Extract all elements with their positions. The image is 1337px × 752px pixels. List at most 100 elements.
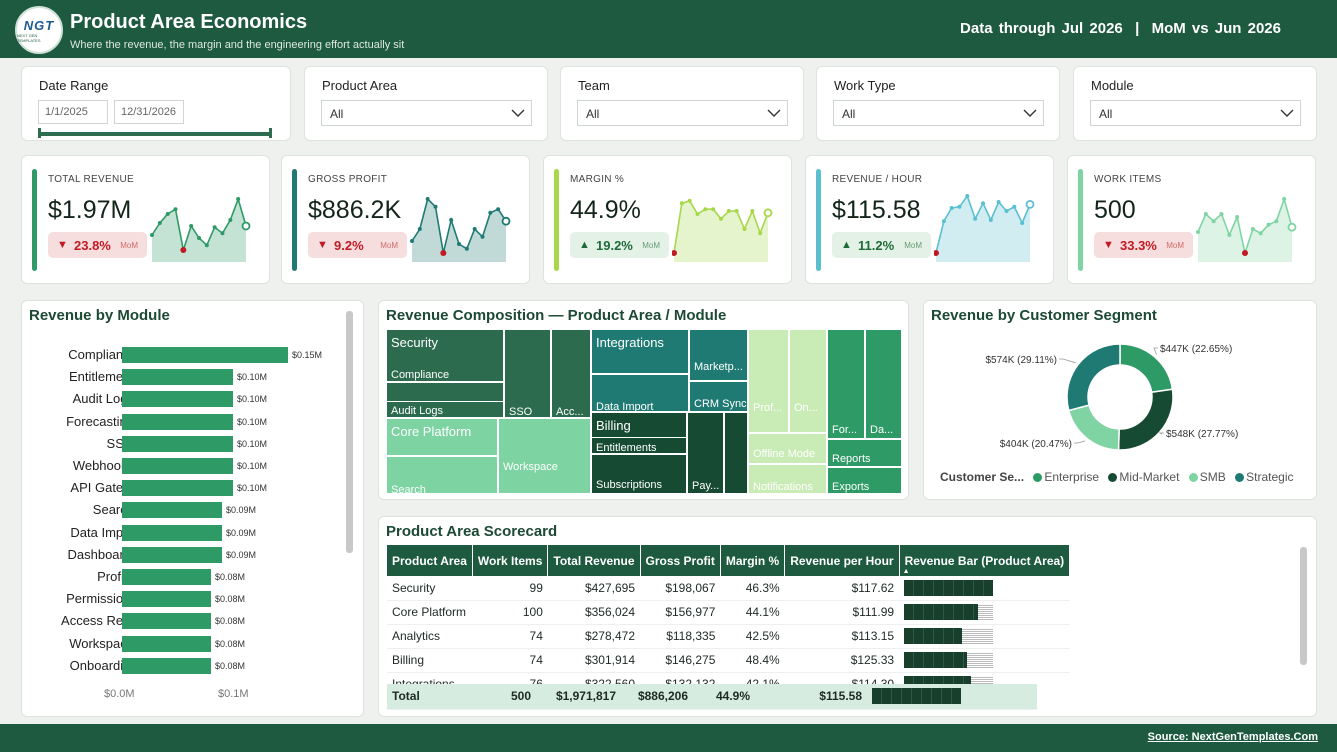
module-bar-row[interactable]: API Gate... $0.10M — [22, 477, 362, 499]
treemap-cell-sso[interactable]: SSO — [504, 329, 551, 418]
treemap-cell-on[interactable]: On... — [789, 329, 827, 433]
treemap-cell-security[interactable]: Security — [386, 329, 504, 382]
kpi-delta-badge: ▲ 19.2% MoM — [570, 232, 669, 258]
module-bar-row[interactable]: Dashboar... $0.09M — [22, 544, 362, 566]
treemap-label: Reports — [832, 453, 871, 465]
treemap-cell-marketp[interactable]: Marketp... — [689, 329, 748, 381]
cell-revenue-bar — [899, 600, 1070, 625]
legend-swatch-mid-market — [1108, 473, 1118, 482]
treemap-cell-entitlements[interactable] — [591, 437, 687, 454]
donut-data-label: $404K (20.47%) — [1000, 439, 1072, 450]
date-start-input[interactable]: 1/1/2025 — [38, 100, 108, 124]
donut-data-label: $548K (27.77%) — [1166, 429, 1238, 440]
module-bar-row[interactable]: Complian... $0.15M — [22, 344, 362, 366]
treemap-cell-data-import[interactable]: Data Import — [591, 374, 689, 412]
legend-enterprise[interactable]: Enterprise — [1044, 470, 1100, 484]
legend-smb[interactable]: SMB — [1199, 470, 1226, 484]
sparkline-point — [703, 207, 708, 212]
treemap-cell-offline-mode[interactable]: Offline Mode — [748, 433, 827, 464]
legend-strategic[interactable]: Strategic — [1246, 470, 1294, 484]
cell-revenue-bar — [899, 576, 1070, 601]
kpi-accent-bar — [1078, 169, 1083, 271]
treemap-cell-reports[interactable]: Reports — [827, 439, 902, 467]
product-area-dropdown[interactable]: All — [321, 100, 532, 126]
treemap-cell-pay[interactable]: Pay... — [687, 412, 724, 494]
table-row[interactable]: Integrations 76 $322,560 $132,132 42.1% $114.… — [387, 672, 1070, 687]
segment-legend: Customer Se... Enterprise Mid-Market SMB… — [940, 470, 1294, 484]
table-row[interactable]: Core Platform 100 $356,024 $156,977 44.1% $11… — [387, 600, 1070, 625]
kpi-card-gross-profit[interactable]: GROSS PROFIT $886.2K ▼ 9.2% MoM — [281, 155, 530, 284]
module-bar-row[interactable]: Data Imp... $0.09M — [22, 522, 362, 544]
revenue-bar — [872, 688, 1032, 705]
kpi-card-total-revenue[interactable]: TOTAL REVENUE $1.97M ▼ 23.8% MoM — [21, 155, 270, 284]
revenue-bar-remainder — [971, 676, 994, 687]
module-bar-row[interactable]: Audit Logs $0.10M — [22, 388, 362, 410]
treemap-cell-prof[interactable]: Prof... — [748, 329, 789, 433]
treemap-cell-subscriptions[interactable]: Subscriptions — [591, 454, 687, 494]
treemap-cell-crm-sync[interactable]: CRM Sync — [689, 381, 748, 412]
legend-mid-market[interactable]: Mid-Market — [1119, 470, 1180, 484]
treemap-cell-da[interactable]: Da... — [865, 329, 902, 439]
module-bar-value: $0.15M — [292, 350, 323, 360]
treemap-cell-acc[interactable]: Acc... — [551, 329, 591, 418]
treemap-cell-workspace[interactable]: Workspace — [498, 418, 591, 494]
module-bar-row[interactable]: Permissio... $0.08M — [22, 588, 362, 610]
total-row[interactable]: Total 500 $1,971,817 $886,206 44.9% $115.58 — [387, 684, 1037, 710]
cell-revenue: $278,472 — [547, 624, 641, 649]
module-bar — [122, 546, 222, 563]
table-row[interactable]: Analytics 74 $278,472 $118,335 42.5% $113.15 — [387, 624, 1070, 649]
donut-leader-line — [1074, 440, 1086, 444]
table-row[interactable]: Billing 74 $301,914 $146,275 48.4% $125.33 — [387, 648, 1070, 673]
column-header[interactable]: Work Items — [472, 545, 549, 576]
sparkline-last-point — [763, 208, 773, 218]
date-end-input[interactable]: 12/31/2026 — [114, 100, 184, 124]
kpi-card-revenue-hour[interactable]: REVENUE / HOUR $115.58 ▲ 11.2% MoM — [805, 155, 1054, 284]
treemap-cell-search[interactable]: Search — [386, 456, 498, 494]
treemap-divider — [386, 382, 504, 383]
column-header[interactable]: Total Revenue — [547, 545, 641, 576]
column-header[interactable]: Gross Profit — [640, 545, 721, 576]
module-bar-row[interactable]: Onboardi... $0.08M — [22, 655, 362, 677]
kpi-value: 44.9% — [570, 196, 641, 224]
treemap-cell-core-platform[interactable]: Core Platform — [386, 418, 498, 456]
slider-end-handle[interactable] — [269, 128, 272, 138]
scorecard-scrollbar[interactable] — [1300, 547, 1307, 665]
module-bar-row[interactable]: Search $0.09M — [22, 499, 362, 521]
cell-area: Security — [387, 576, 473, 601]
table-row[interactable]: Security 99 $427,695 $198,067 46.3% $117.62 — [387, 576, 1070, 601]
treemap-cell-exports[interactable]: Exports — [827, 467, 902, 494]
module-bar-row[interactable]: Forecasting $0.10M — [22, 411, 362, 433]
date-range-slider[interactable] — [38, 128, 272, 138]
sparkline-point — [758, 231, 763, 236]
team-dropdown[interactable]: All — [577, 100, 788, 126]
module-label: Entitleme... — [68, 369, 134, 385]
module-dropdown[interactable]: All — [1090, 100, 1301, 126]
module-bar-row[interactable]: Access Re... $0.08M — [22, 610, 362, 632]
source-link[interactable]: Source: NextGenTemplates.Com — [1147, 731, 1318, 743]
column-header[interactable]: Revenue Bar (Product Area) ▲ — [899, 545, 1071, 576]
module-bar-row[interactable]: Workspace $0.08M — [22, 633, 362, 655]
kpi-delta-badge: ▼ 33.3% MoM — [1094, 232, 1193, 258]
chevron-down-icon — [511, 109, 525, 117]
kpi-card-margin[interactable]: MARGIN % 44.9% ▲ 19.2% MoM — [543, 155, 792, 284]
column-header[interactable]: Margin % — [720, 545, 786, 576]
treemap-cell[interactable] — [724, 412, 748, 494]
module-bar-row[interactable]: Webhooks $0.10M — [22, 455, 362, 477]
module-bar-row[interactable]: Profile $0.08M — [22, 566, 362, 588]
treemap-cell-integrations[interactable]: Integrations — [591, 329, 689, 374]
module-label: API Gate... — [70, 480, 134, 496]
treemap-cell-audit-logs[interactable] — [386, 401, 504, 418]
column-header[interactable]: Product Area — [387, 545, 473, 576]
work-type-dropdown[interactable]: All — [833, 100, 1044, 126]
column-header[interactable]: Revenue per Hour — [784, 545, 900, 576]
slider-start-handle[interactable] — [38, 128, 41, 138]
treemap-label: Notifications — [753, 481, 813, 493]
treemap-cell-for[interactable]: For... — [827, 329, 865, 439]
kpi-card-work-items[interactable]: WORK ITEMS 500 ▼ 33.3% MoM — [1067, 155, 1316, 284]
kpi-sparkline — [934, 194, 1035, 262]
legend-swatch-enterprise — [1033, 473, 1043, 482]
module-bar-row[interactable]: SSO $0.10M — [22, 433, 362, 455]
module-chart-scrollbar[interactable] — [346, 311, 353, 553]
treemap-cell-notifications[interactable]: Notifications — [748, 464, 827, 494]
module-bar-row[interactable]: Entitleme... $0.10M — [22, 366, 362, 388]
